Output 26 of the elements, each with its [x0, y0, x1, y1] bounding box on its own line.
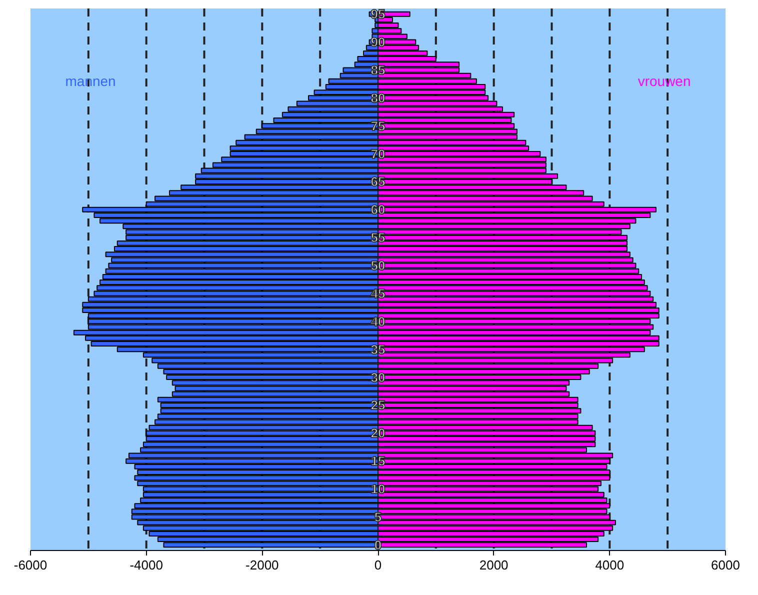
y-tick-label: 75 [370, 118, 386, 134]
y-tick-label: 25 [370, 398, 386, 413]
x-tick-label: 4000 [595, 558, 624, 572]
x-tick-label: -4000 [130, 558, 163, 572]
y-tick-label: 35 [370, 342, 386, 357]
y-tick-label: 95 [370, 6, 386, 22]
x-tick-label: -6000 [14, 558, 48, 572]
y-tick-label: 15 [370, 454, 386, 469]
y-tick-label: 55 [370, 230, 386, 246]
y-tick-label: 30 [370, 370, 386, 385]
y-tick-label: 70 [370, 146, 386, 162]
x-tick-label: 2000 [479, 558, 508, 572]
y-tick-label: 20 [370, 426, 386, 441]
x-tick-label: 6000 [711, 558, 740, 572]
x-tick-label: -2000 [246, 558, 279, 572]
y-tick-label: 45 [370, 286, 386, 301]
y-tick-label: 40 [370, 314, 386, 329]
y-tick-label: 50 [370, 258, 386, 274]
y-tick-label: 85 [370, 62, 386, 78]
y-tick-label: 65 [370, 174, 386, 190]
y-tick-label: 60 [370, 202, 386, 218]
y-tick-label: 0 [374, 537, 382, 552]
y-tick-label: 5 [374, 509, 382, 524]
y-tick-label: 90 [370, 34, 386, 50]
y-tick-label: 10 [370, 482, 386, 497]
y-tick-label: 80 [370, 90, 386, 106]
